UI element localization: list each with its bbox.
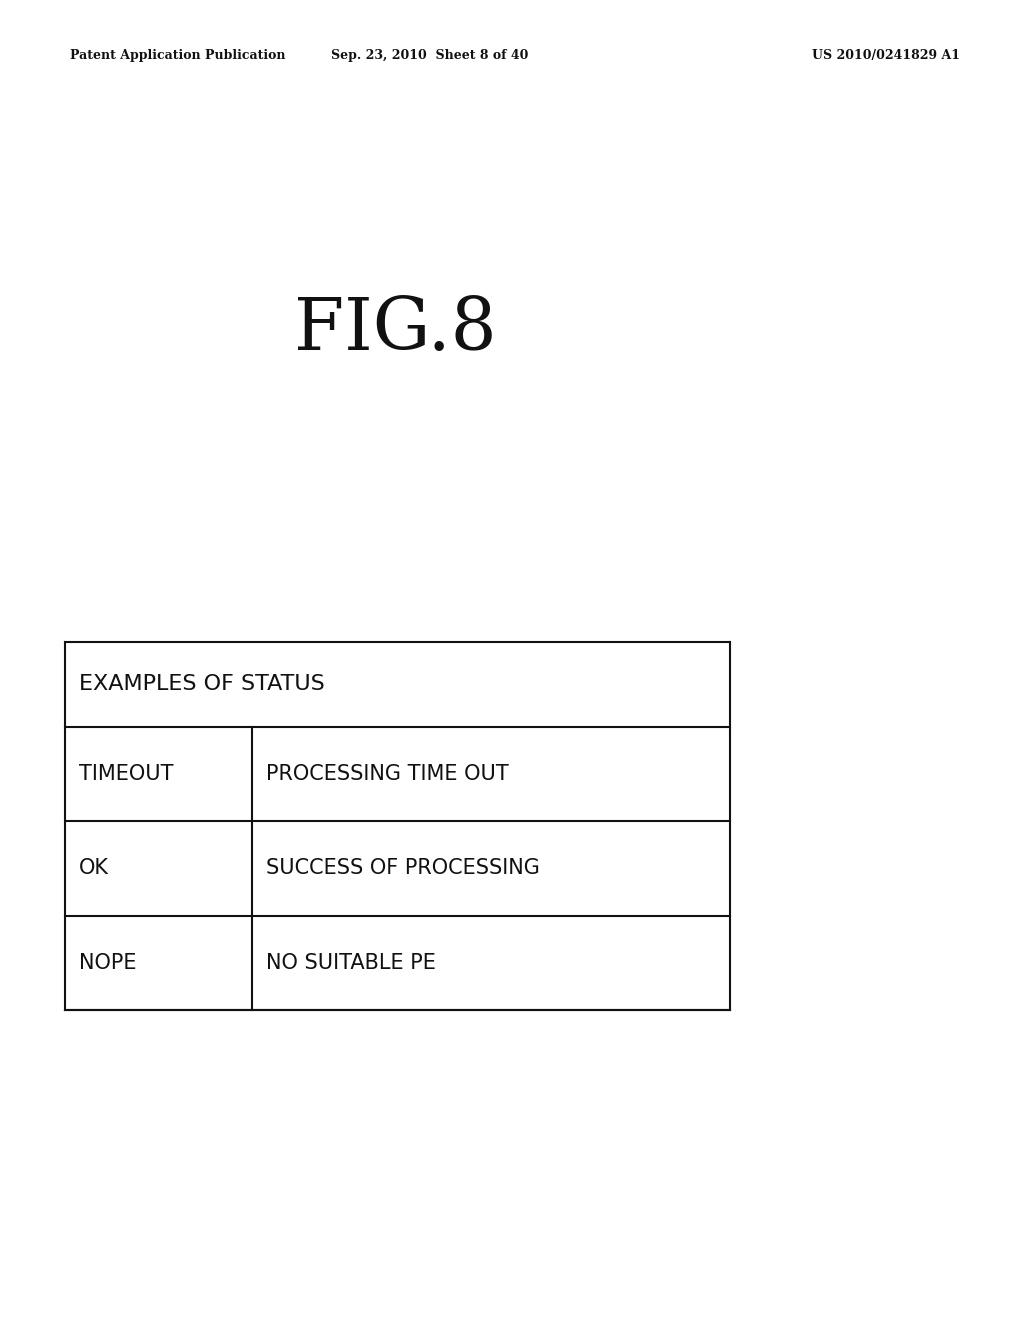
Text: OK: OK [79,858,109,879]
Text: Sep. 23, 2010  Sheet 8 of 40: Sep. 23, 2010 Sheet 8 of 40 [332,49,528,62]
Text: Patent Application Publication: Patent Application Publication [70,49,286,62]
Text: FIG.8: FIG.8 [294,294,497,366]
Text: NOPE: NOPE [79,953,136,973]
Text: SUCCESS OF PROCESSING: SUCCESS OF PROCESSING [266,858,540,879]
Text: US 2010/0241829 A1: US 2010/0241829 A1 [812,49,961,62]
Text: TIMEOUT: TIMEOUT [79,764,173,784]
Text: EXAMPLES OF STATUS: EXAMPLES OF STATUS [79,675,325,694]
Text: NO SUITABLE PE: NO SUITABLE PE [266,953,436,973]
Text: PROCESSING TIME OUT: PROCESSING TIME OUT [266,764,509,784]
